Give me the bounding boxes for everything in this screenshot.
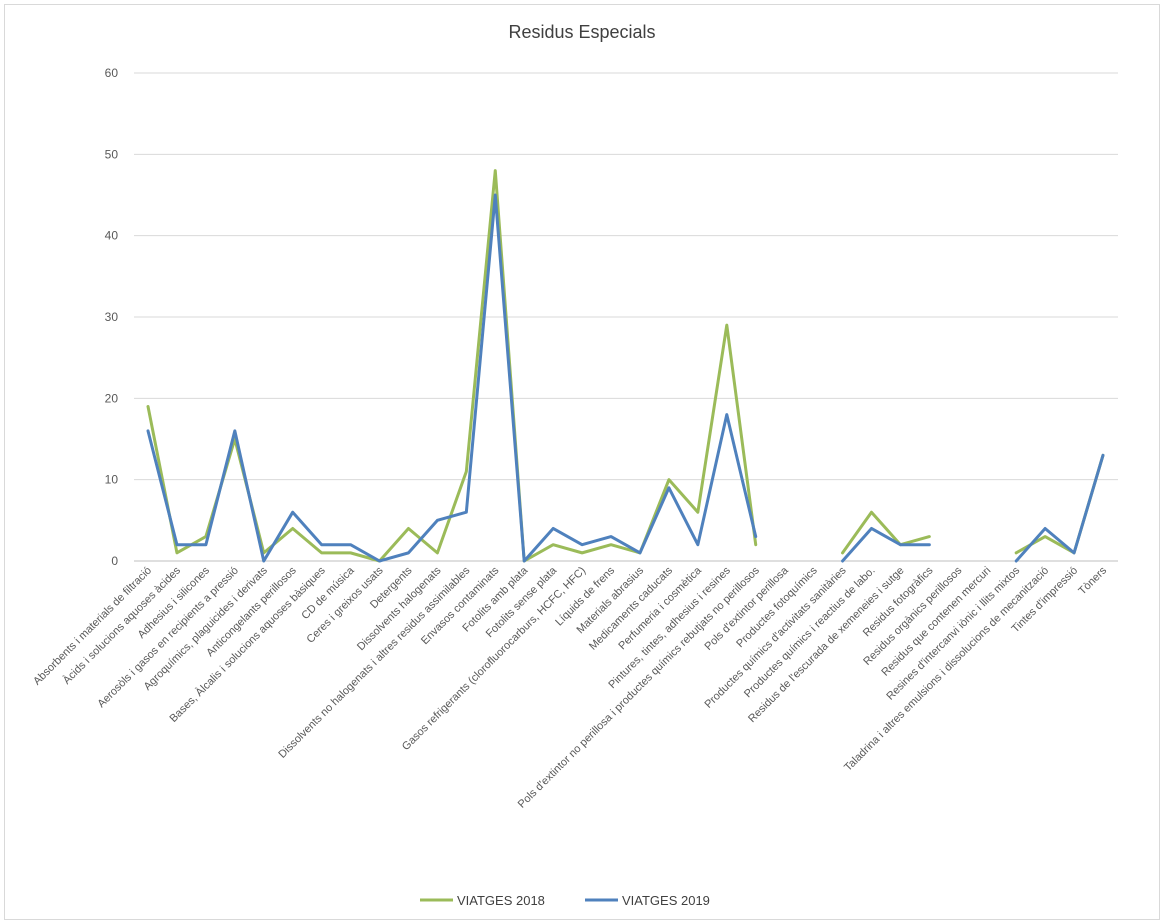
legend-label: VIATGES 2019 [622, 893, 710, 908]
series-line-1 [146, 169, 1105, 563]
y-tick-label: 60 [105, 66, 119, 80]
y-tick-label: 40 [105, 229, 119, 243]
y-axis-ticks: 0 10 20 30 40 50 60 [105, 66, 119, 568]
y-tick-label: 30 [105, 310, 119, 324]
legend-label: VIATGES 2018 [457, 893, 545, 908]
y-tick-label: 10 [105, 473, 119, 487]
series-line-2 [146, 193, 1105, 563]
x-tick-label: Resines d'intercanvi iònic i llits mixto… [884, 564, 1022, 702]
gridlines [134, 72, 1118, 562]
x-axis-ticks: Absorbents i materials de filtracióÀcids… [31, 564, 1109, 811]
series-lines [146, 169, 1105, 563]
legend: VIATGES 2018 VIATGES 2019 [420, 893, 710, 908]
chart-title: Residus Especials [508, 22, 655, 42]
y-tick-label: 0 [111, 554, 118, 568]
x-tick-label: Tòners [1076, 564, 1109, 597]
chart-frame [4, 4, 1160, 920]
y-tick-label: 50 [105, 147, 119, 161]
y-tick-label: 20 [105, 391, 119, 405]
